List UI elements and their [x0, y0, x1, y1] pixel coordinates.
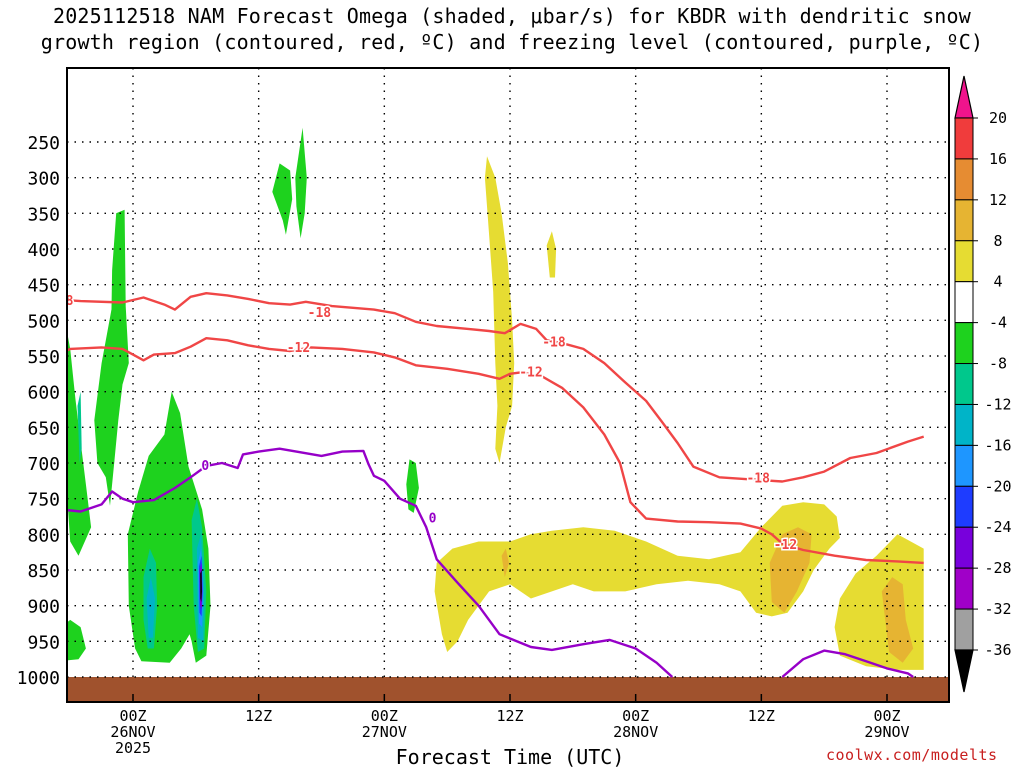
contour-line-0 — [67, 447, 674, 678]
colorbar-segment-12 — [954, 608, 974, 651]
colorbar-segment-3 — [954, 240, 974, 283]
omega-region-7 — [67, 619, 86, 661]
y-tick-label-800: 800 — [27, 525, 60, 546]
x-tick-label-24: 00Z — [371, 707, 398, 725]
colorbar-label-16: 16 — [989, 150, 1007, 168]
omega-region-3 — [94, 306, 117, 506]
y-tick-label-550: 550 — [27, 347, 60, 368]
omega-region-4 — [272, 163, 293, 235]
y-tick-label-900: 900 — [27, 597, 60, 618]
colorbar-label--24: -24 — [984, 518, 1011, 536]
omega-region-20 — [434, 502, 840, 652]
colorbar-label-8: 8 — [993, 232, 1002, 250]
contour-label-0-1: 0 — [429, 512, 437, 527]
contour-label-0-0: 0 — [201, 459, 209, 474]
y-tick-label-450: 450 — [27, 276, 60, 297]
colorbar-label--32: -32 — [984, 600, 1011, 618]
x-tick-date-72: 29NOV — [864, 723, 909, 741]
y-tick-label-300: 300 — [27, 169, 60, 190]
colorbar-segment-8 — [954, 444, 974, 487]
x-tick-label-36: 12Z — [496, 707, 523, 725]
colorbar-cap-bottom — [954, 649, 974, 693]
x-tick-date-48: 28NOV — [613, 723, 658, 741]
dotted-grid — [67, 68, 949, 678]
colorbar-segment-4 — [954, 281, 974, 324]
contour-label--18-1: -18 — [308, 306, 332, 321]
x-tick-date-0: 26NOV — [110, 723, 155, 741]
colorbar-label--12: -12 — [984, 395, 1011, 413]
colorbar-segment-0 — [954, 117, 974, 160]
plot-frame — [66, 67, 950, 703]
omega-region-23 — [881, 577, 914, 663]
omega-region-18 — [484, 156, 515, 464]
omega-region-11 — [77, 391, 82, 463]
colorbar-segment-1 — [954, 158, 974, 201]
chart-title-line-2: growth region (contoured, red, ºC) and f… — [40, 30, 984, 54]
omega-shading — [67, 127, 924, 670]
colorbar-label-4: 4 — [993, 273, 1002, 291]
colorbar-segment-7 — [954, 403, 974, 446]
contour-line--12 — [67, 337, 924, 565]
x-tick-label-0: 00Z — [119, 707, 146, 725]
colorbar-label-12: 12 — [989, 191, 1007, 209]
contour-label--18-2: -18 — [542, 335, 566, 350]
chart-title-line-1: 2025112518 NAM Forecast Omega (shaded, μ… — [52, 4, 972, 28]
x-tick-label-12: 12Z — [245, 707, 272, 725]
y-tick-label-750: 750 — [27, 490, 60, 511]
colorbar-segment-11 — [954, 567, 974, 610]
y-tick-label-650: 650 — [27, 418, 60, 439]
x-tick-year-0: 2025 — [115, 739, 151, 757]
y-tick-label-600: 600 — [27, 383, 60, 404]
colorbar-label-20: 20 — [989, 109, 1007, 127]
colorbar-label--8: -8 — [989, 355, 1007, 373]
x-tick-label-60: 12Z — [748, 707, 775, 725]
contour-label--12-2: -12 — [774, 538, 797, 553]
y-axis: 250 300 350 400 450 500 550 600 650 700 750 800 850 9… — [17, 133, 60, 689]
omega-region-8 — [406, 459, 419, 513]
ground-surface — [67, 677, 949, 702]
y-tick-label-400: 400 — [27, 240, 60, 261]
contour-line--18 — [67, 292, 925, 483]
colorbar-segment-2 — [954, 199, 974, 242]
y-tick-label-250: 250 — [27, 133, 60, 154]
omega-region-5 — [295, 127, 307, 239]
colorbar-cap-top — [954, 75, 974, 119]
x-axis-title: Forecast Time (UTC) — [396, 745, 625, 768]
contour-line-0b — [781, 649, 914, 678]
y-tick-label-850: 850 — [27, 561, 60, 582]
colorbar: 20 16 12 8 4 -4 -8 -12 -16 -20 -24 -28 -32 -36 — [954, 75, 1012, 693]
y-tick-label-500: 500 — [27, 311, 60, 332]
colorbar-segment-6 — [954, 363, 974, 405]
site-credit[interactable]: coolwx.com/modelts — [826, 746, 998, 764]
contour-label--18-3: -18 — [746, 472, 770, 487]
contour-label--12-0: -12 — [287, 341, 310, 356]
omega-region-17 — [200, 570, 202, 603]
y-tick-label-950: 950 — [27, 632, 60, 653]
contour-label--18-0: -18 — [50, 294, 74, 309]
colorbar-segment-9 — [954, 485, 974, 528]
y-tick-label-700: 700 — [27, 454, 60, 475]
y-tick-label-350: 350 — [27, 204, 60, 225]
colorbar-label--16: -16 — [984, 436, 1011, 454]
colorbar-label--36: -36 — [984, 641, 1011, 659]
omega-region-19 — [546, 231, 557, 278]
colorbar-label--20: -20 — [984, 477, 1011, 495]
x-tick-label-72: 00Z — [873, 707, 900, 725]
colorbar-label--28: -28 — [984, 559, 1011, 577]
omega-region-1 — [67, 331, 92, 556]
x-tick-date-24: 27NOV — [362, 723, 407, 741]
omega-region-12 — [146, 577, 155, 638]
x-tick-label-48: 00Z — [622, 707, 649, 725]
colorbar-label--4: -4 — [989, 314, 1007, 332]
colorbar-segment-5 — [954, 322, 974, 365]
colorbar-segment-10 — [954, 526, 974, 569]
omega-region-24 — [501, 548, 509, 578]
contour-label--12-1: -12 — [519, 365, 542, 380]
y-tick-label-1000: 1000 — [17, 668, 60, 689]
